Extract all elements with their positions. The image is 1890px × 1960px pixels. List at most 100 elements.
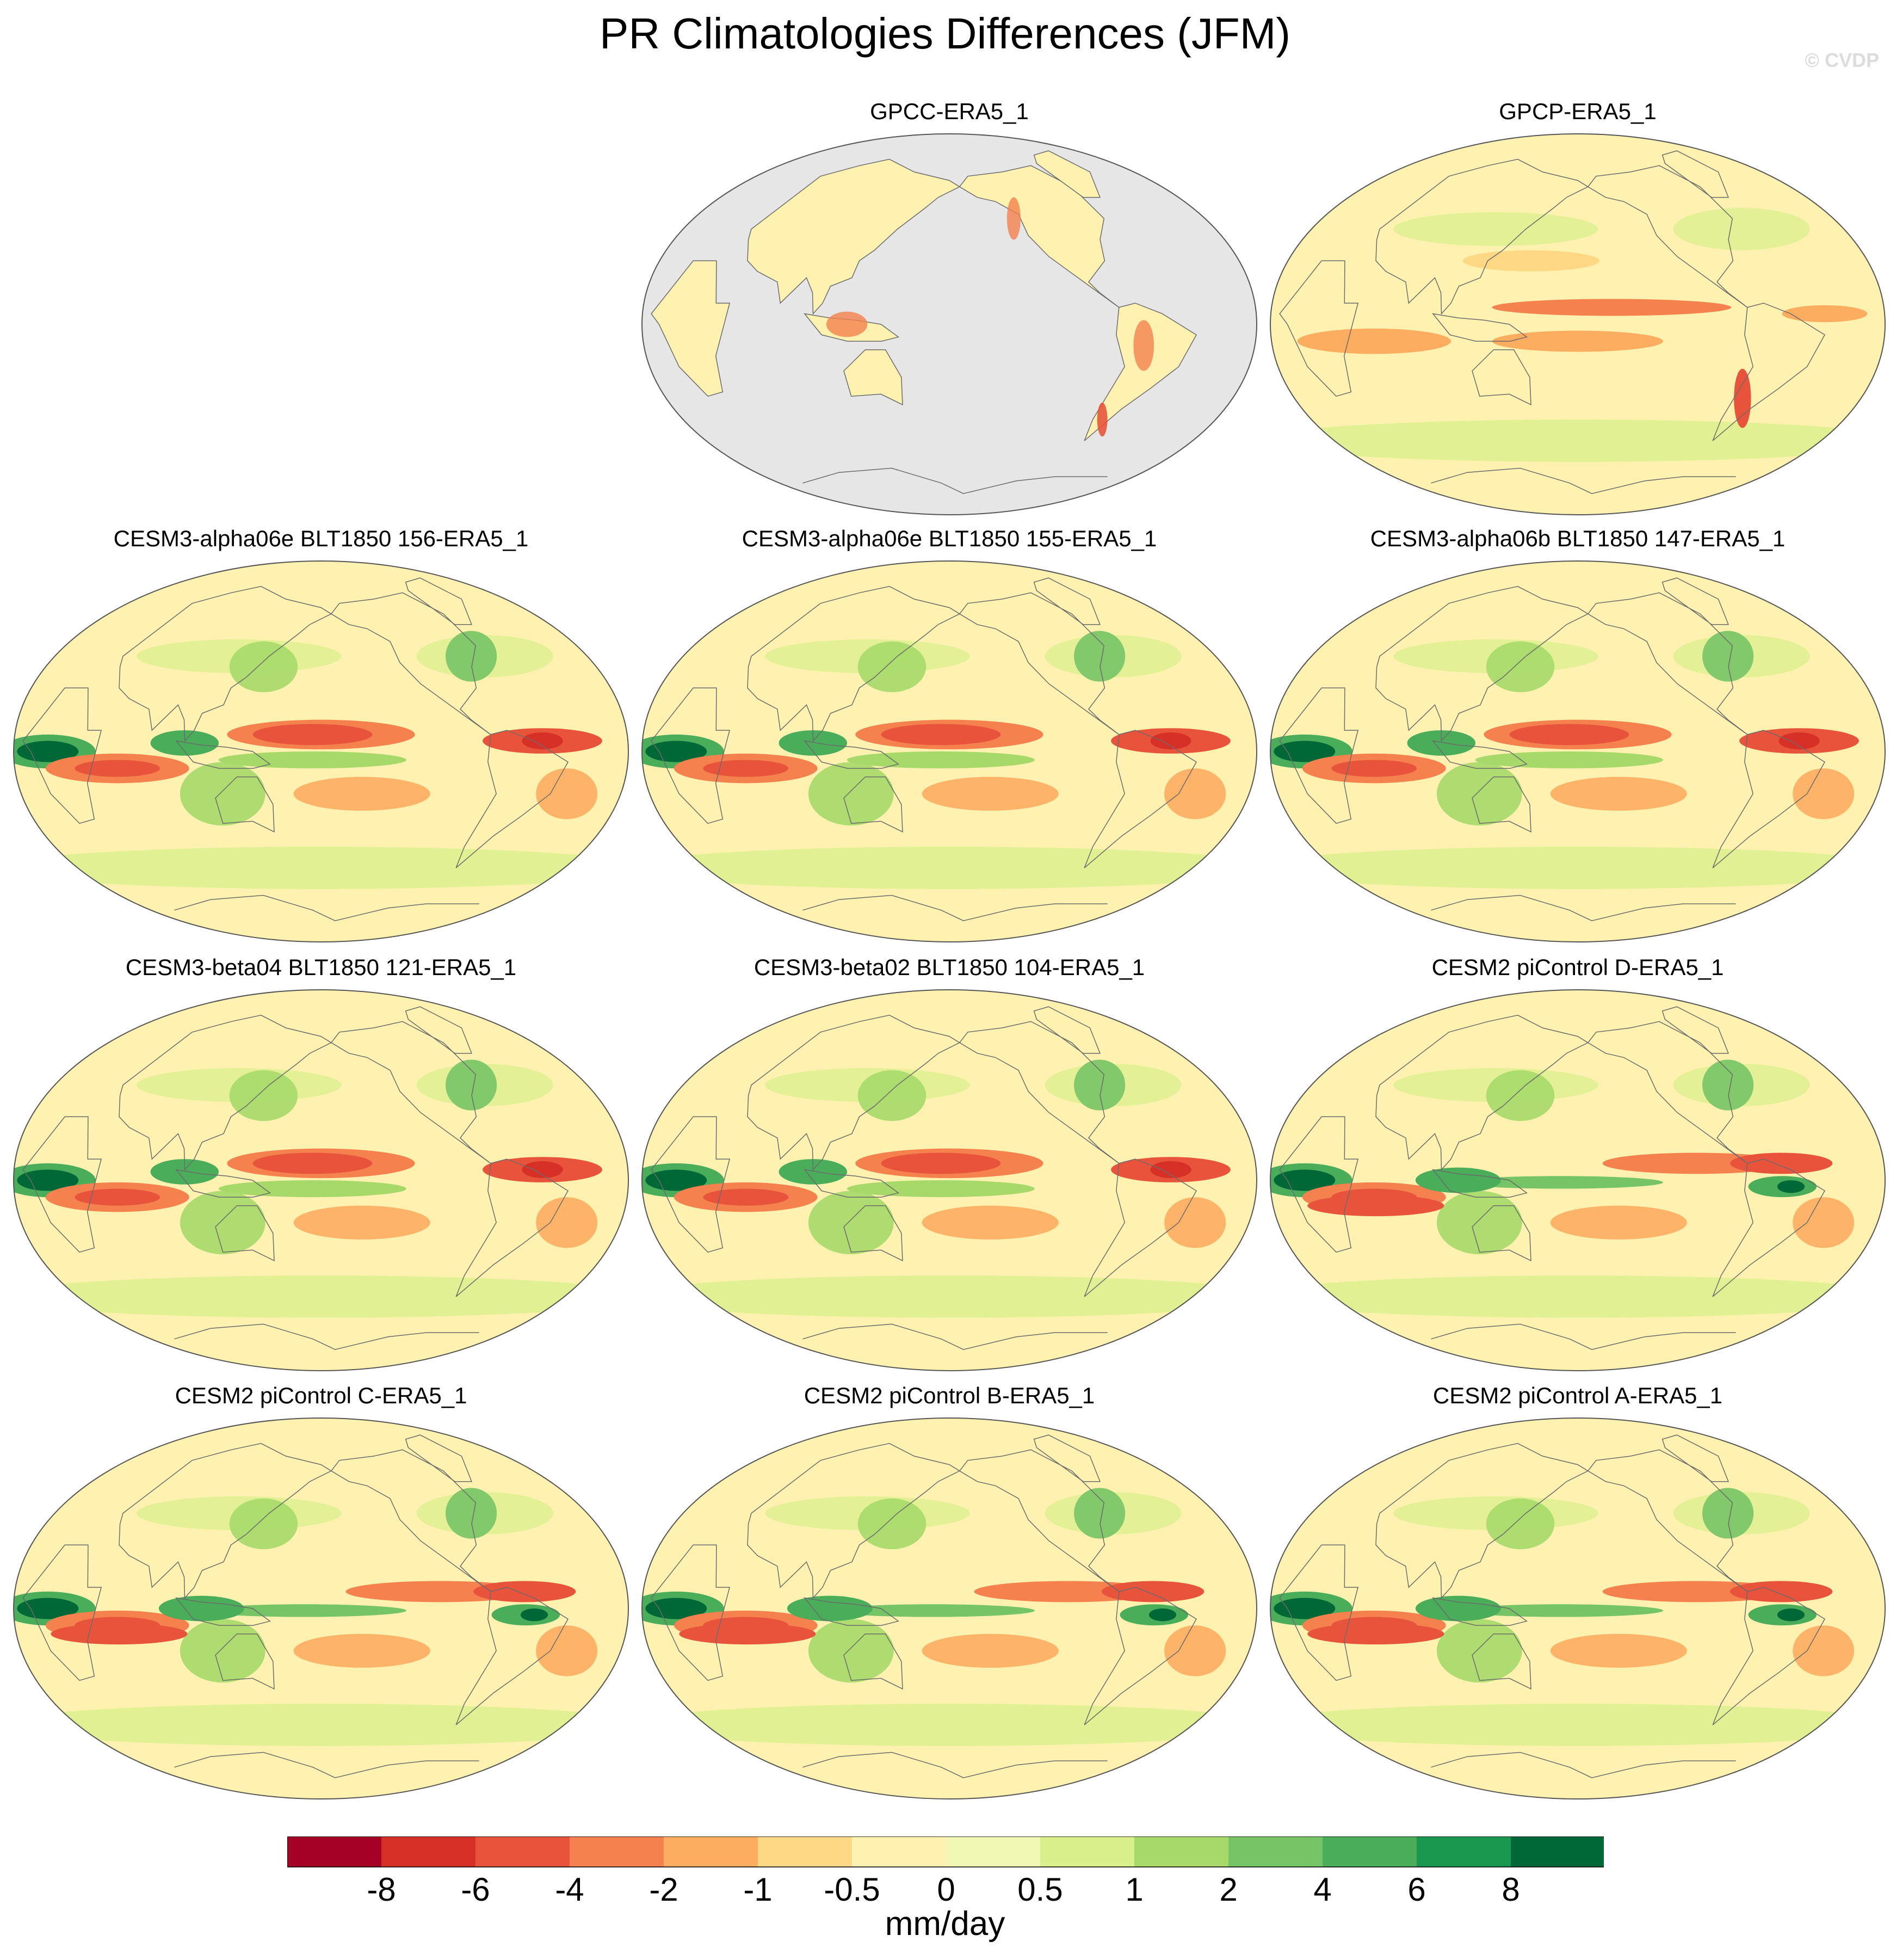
coastline-greenland bbox=[1662, 1006, 1730, 1054]
coastline-greenland bbox=[1662, 1434, 1730, 1482]
coastline-samerica bbox=[455, 1587, 569, 1725]
coastline-maritime bbox=[175, 740, 271, 769]
robinson-map bbox=[13, 989, 629, 1371]
panel-title: CESM2 piControl D-ERA5_1 bbox=[1431, 954, 1724, 980]
map-border bbox=[641, 133, 1257, 515]
coastline-australia bbox=[843, 349, 903, 406]
coastline-namerica bbox=[1587, 592, 1748, 735]
coastline-namerica bbox=[959, 592, 1120, 735]
colorbar-swatch bbox=[946, 1836, 1040, 1867]
colorbar-swatch bbox=[1417, 1836, 1511, 1867]
map-panel: CESM3-alpha06e BLT1850 156-ERA5_1 bbox=[11, 522, 631, 947]
colorbar-tick-label: 4 bbox=[1313, 1871, 1331, 1902]
coastline-africa bbox=[651, 1116, 731, 1253]
map-border bbox=[1270, 1417, 1886, 1799]
colorbar-tick-label: -8 bbox=[367, 1871, 396, 1902]
map-panel: CESM3-beta04 BLT1850 121-ERA5_1 bbox=[11, 951, 631, 1376]
coastline-namerica bbox=[330, 592, 491, 735]
panel-title: CESM3-alpha06e BLT1850 155-ERA5_1 bbox=[742, 526, 1157, 551]
coastline-greenland bbox=[1662, 150, 1730, 198]
coastline-maritime bbox=[804, 1169, 899, 1198]
robinson-map bbox=[1270, 1417, 1886, 1799]
coastline-africa bbox=[1279, 260, 1359, 397]
coastline-australia bbox=[843, 776, 903, 833]
robinson-map bbox=[641, 560, 1257, 942]
colorbar: -8 -6 -4 -2 -1 -0.5 0 0.5 1 2 4 6 8 bbox=[287, 1836, 1604, 1902]
coastline-maritime bbox=[1432, 1597, 1528, 1626]
colorbar-tick-label: -2 bbox=[649, 1871, 678, 1902]
coastline-asia bbox=[747, 1014, 961, 1171]
colorbar-swatch bbox=[287, 1836, 381, 1867]
coastline-greenland bbox=[1033, 1434, 1101, 1482]
coastline-namerica bbox=[330, 1021, 491, 1164]
map-panel: CESM2 piControl D-ERA5_1 bbox=[1268, 951, 1888, 1376]
robinson-map bbox=[641, 133, 1257, 515]
colorbar-tick-label: 0 bbox=[937, 1871, 955, 1902]
coastline-antarctica bbox=[802, 895, 1108, 921]
coastline-antarctica bbox=[174, 1752, 479, 1778]
colorbar-swatch bbox=[1511, 1836, 1604, 1867]
coastline-asia bbox=[747, 585, 961, 742]
map-border bbox=[1270, 989, 1886, 1371]
coastline-greenland bbox=[1033, 150, 1101, 198]
coastline-namerica bbox=[959, 1449, 1120, 1592]
coastline-samerica bbox=[1712, 730, 1826, 868]
coastline-maritime bbox=[1432, 313, 1528, 342]
coastline-antarctica bbox=[802, 1752, 1108, 1778]
coastline-namerica bbox=[330, 1449, 491, 1592]
panel-title: CESM2 piControl A-ERA5_1 bbox=[1432, 1383, 1723, 1408]
coastline-antarctica bbox=[1431, 1752, 1736, 1778]
colorbar-swatch bbox=[1323, 1836, 1417, 1867]
coastline-namerica bbox=[1587, 1449, 1748, 1592]
coastline-antarctica bbox=[174, 1323, 479, 1350]
panel-title: CESM3-alpha06e BLT1850 156-ERA5_1 bbox=[113, 526, 529, 551]
coastline-australia bbox=[1472, 1205, 1531, 1262]
coastline-asia bbox=[1375, 1014, 1589, 1171]
panel-title: GPCC-ERA5_1 bbox=[870, 98, 1029, 124]
coastline-antarctica bbox=[1431, 1323, 1736, 1350]
robinson-map bbox=[641, 1417, 1257, 1799]
map-border bbox=[13, 560, 629, 942]
panel-title: CESM2 piControl B-ERA5_1 bbox=[804, 1383, 1095, 1408]
colorbar-swatch bbox=[664, 1836, 758, 1867]
map-border bbox=[641, 1417, 1257, 1799]
coastline-maritime bbox=[804, 1597, 899, 1626]
coastline-samerica bbox=[1084, 1587, 1197, 1725]
map-panel: CESM2 piControl C-ERA5_1 bbox=[11, 1379, 631, 1804]
colorbar-tick-label: 1 bbox=[1125, 1871, 1143, 1902]
colorbar-tick-label: 2 bbox=[1219, 1871, 1237, 1902]
map-border bbox=[13, 989, 629, 1371]
coastline-samerica bbox=[1712, 303, 1826, 441]
coastline-maritime bbox=[1432, 740, 1528, 769]
coastline-greenland bbox=[1662, 577, 1730, 625]
coastline-australia bbox=[843, 1633, 903, 1690]
coastline-africa bbox=[651, 260, 731, 397]
map-border bbox=[13, 1417, 629, 1799]
robinson-map bbox=[1270, 989, 1886, 1371]
colorbar-swatch bbox=[570, 1836, 664, 1867]
map-panel: CESM3-alpha06e BLT1850 155-ERA5_1 bbox=[639, 522, 1259, 947]
coastline-antarctica bbox=[802, 467, 1108, 494]
cvdp-watermark: © CVDP bbox=[1805, 49, 1879, 71]
colorbar-tick-label: -4 bbox=[555, 1871, 584, 1902]
coastline-maritime bbox=[175, 1169, 271, 1198]
coastline-greenland bbox=[405, 1006, 473, 1054]
robinson-map bbox=[1270, 560, 1886, 942]
panel-title: CESM2 piControl C-ERA5_1 bbox=[175, 1383, 467, 1408]
coastline-africa bbox=[22, 687, 102, 824]
colorbar-tick-label: 0.5 bbox=[1017, 1871, 1063, 1902]
map-border bbox=[641, 560, 1257, 942]
coastline-australia bbox=[215, 1205, 275, 1262]
colorbar-swatch bbox=[1040, 1836, 1134, 1867]
coastline-greenland bbox=[405, 577, 473, 625]
coastline-asia bbox=[119, 1443, 332, 1599]
panel-title: CESM3-beta04 BLT1850 121-ERA5_1 bbox=[125, 954, 517, 980]
coastline-antarctica bbox=[1431, 467, 1736, 494]
figure-title: PR Climatologies Differences (JFM) bbox=[600, 9, 1290, 58]
coastline-australia bbox=[1472, 1633, 1531, 1690]
coastline-africa bbox=[1279, 687, 1359, 824]
coastline-antarctica bbox=[1431, 895, 1736, 921]
coastline-asia bbox=[119, 585, 332, 742]
coastline-africa bbox=[22, 1544, 102, 1681]
coastline-antarctica bbox=[174, 895, 479, 921]
